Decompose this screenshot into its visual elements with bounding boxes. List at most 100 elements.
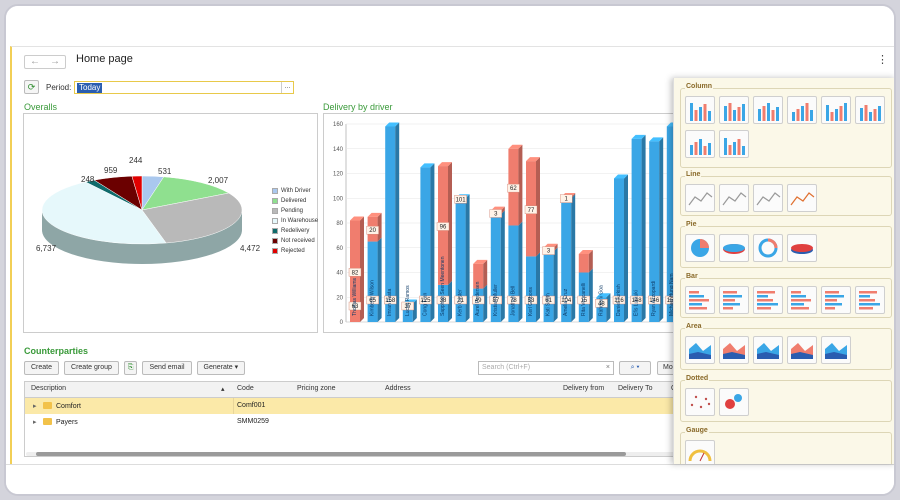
- period-field[interactable]: Today ...: [74, 81, 294, 94]
- chart-type-tile[interactable]: [855, 286, 885, 314]
- column-header[interactable]: Delivery To: [618, 385, 653, 392]
- chart-type-tile[interactable]: [685, 336, 715, 364]
- expand-icon[interactable]: ▸: [33, 403, 37, 410]
- chart-type-tile[interactable]: [753, 336, 783, 364]
- chart-type-tile[interactable]: [719, 234, 749, 262]
- scrollbar-thumb[interactable]: [36, 452, 626, 456]
- chart-type-tile[interactable]: [753, 96, 783, 124]
- bar-series-a: [596, 297, 607, 322]
- chart-type-tile[interactable]: [719, 184, 749, 212]
- data-label: 63: [352, 304, 359, 310]
- data-label-box: [542, 246, 555, 255]
- column-header[interactable]: Delivery from: [563, 385, 605, 392]
- chart-type-tile[interactable]: [787, 184, 817, 212]
- data-label: 65: [369, 298, 376, 304]
- cell-divider: [233, 398, 234, 414]
- chart-type-tile[interactable]: [821, 96, 851, 124]
- x-tick-label: Thomas Williams: [352, 277, 358, 316]
- horizontal-scrollbar[interactable]: [26, 452, 680, 456]
- chart-type-tile[interactable]: [719, 336, 749, 364]
- chart-type-tile[interactable]: [685, 234, 715, 262]
- table-row[interactable]: ▸ Comfort Comf001: [25, 398, 683, 414]
- search-input[interactable]: Search (Ctrl+F) ×: [478, 361, 614, 375]
- more-actions-icon[interactable]: ⋮: [877, 54, 888, 66]
- search-button[interactable]: ⌕ ▾: [619, 361, 651, 375]
- table-row[interactable]: ▸ Payers SMM0259: [25, 414, 683, 430]
- bar-side: [536, 252, 540, 322]
- row-description-text: Comfort: [56, 403, 81, 410]
- chart-type-icon: [790, 192, 815, 206]
- data-label: 158: [385, 298, 396, 304]
- bar-side: [395, 122, 400, 322]
- clear-search-icon[interactable]: ×: [605, 364, 610, 371]
- chart-type-tile[interactable]: [719, 388, 749, 416]
- x-tick-label: Sapphire Seen Meentonen: [440, 256, 446, 316]
- legend-item: Redelivery: [272, 226, 318, 236]
- bar-series-a: [561, 198, 572, 322]
- x-tick-label: Daniel Turkish: [616, 284, 622, 316]
- chart-type-tile[interactable]: [753, 184, 783, 212]
- chart-type-icon: [689, 291, 709, 310]
- chart-type-icon: [758, 103, 779, 121]
- legend-swatch: [272, 198, 278, 204]
- chart-type-tile[interactable]: [821, 336, 851, 364]
- chart-type-tile[interactable]: [685, 440, 715, 464]
- column-header[interactable]: Address: [385, 385, 411, 392]
- data-label-box: [348, 268, 362, 277]
- row-description: Comfort: [43, 402, 81, 410]
- legend-item: Rejected: [272, 246, 318, 256]
- chart-type-tile[interactable]: [821, 286, 851, 314]
- column-header[interactable]: Code: [237, 385, 254, 392]
- chart-type-tile[interactable]: [685, 96, 715, 124]
- chart-type-tile[interactable]: [685, 184, 715, 212]
- bar-top: [350, 216, 364, 221]
- row-description-text: Payers: [56, 419, 78, 426]
- bar-series-a: [508, 225, 519, 322]
- send-email-button[interactable]: Send email: [142, 361, 192, 375]
- generate-button[interactable]: Generate ▾: [196, 361, 246, 375]
- x-tick-label: Kati Smith: [546, 293, 552, 316]
- chart-type-icon: [757, 291, 778, 310]
- chart-type-tile[interactable]: [753, 286, 783, 314]
- refresh-icon[interactable]: ⟳: [24, 80, 39, 94]
- chart-type-tile[interactable]: [787, 286, 817, 314]
- copy-icon[interactable]: ⎘: [123, 361, 138, 375]
- column-header[interactable]: Pricing zone: [297, 385, 336, 392]
- pie-value-label: 244: [129, 156, 143, 165]
- chart-type-icon: [756, 192, 781, 206]
- data-label: 38: [440, 298, 447, 304]
- back-icon[interactable]: ←: [30, 56, 40, 67]
- chart-type-tile[interactable]: [685, 388, 715, 416]
- data-label-box: [454, 195, 467, 204]
- chart-type-icon: [825, 343, 847, 359]
- chart-type-tile[interactable]: [855, 96, 885, 124]
- data-label: 3: [494, 211, 498, 217]
- chart-type-tile[interactable]: [685, 130, 715, 158]
- chart-type-tile[interactable]: [787, 234, 817, 262]
- counterparties-title: Counterparties: [24, 346, 89, 356]
- chart-type-tile[interactable]: [719, 96, 749, 124]
- data-label-box: [524, 295, 538, 305]
- forward-icon[interactable]: →: [50, 56, 60, 67]
- bar-series-a: [455, 198, 466, 322]
- column-header[interactable]: Description: [31, 385, 67, 392]
- chart-type-tile[interactable]: [787, 96, 817, 124]
- data-label-box: [454, 295, 467, 305]
- pie-value-label: 531: [158, 167, 172, 176]
- legend-label: Rejected: [281, 248, 305, 254]
- chart-type-tile[interactable]: [753, 234, 783, 262]
- y-tick-label: 100: [333, 196, 344, 202]
- create-button[interactable]: Create: [24, 361, 60, 375]
- period-select-button[interactable]: ...: [281, 82, 293, 93]
- chart-type-tile[interactable]: [685, 286, 715, 314]
- chart-type-tile[interactable]: [787, 336, 817, 364]
- sort-icon[interactable]: ▴: [221, 386, 225, 393]
- chart-type-tile[interactable]: [719, 286, 749, 314]
- chart-type-tile[interactable]: [719, 130, 749, 158]
- create-group-button[interactable]: Create group: [64, 361, 119, 375]
- pie-slice: [41, 181, 167, 245]
- expand-icon[interactable]: ▸: [33, 419, 37, 426]
- data-label: 125: [420, 298, 431, 304]
- chart-type-icon: [757, 343, 779, 359]
- y-tick-label: 140: [333, 147, 344, 153]
